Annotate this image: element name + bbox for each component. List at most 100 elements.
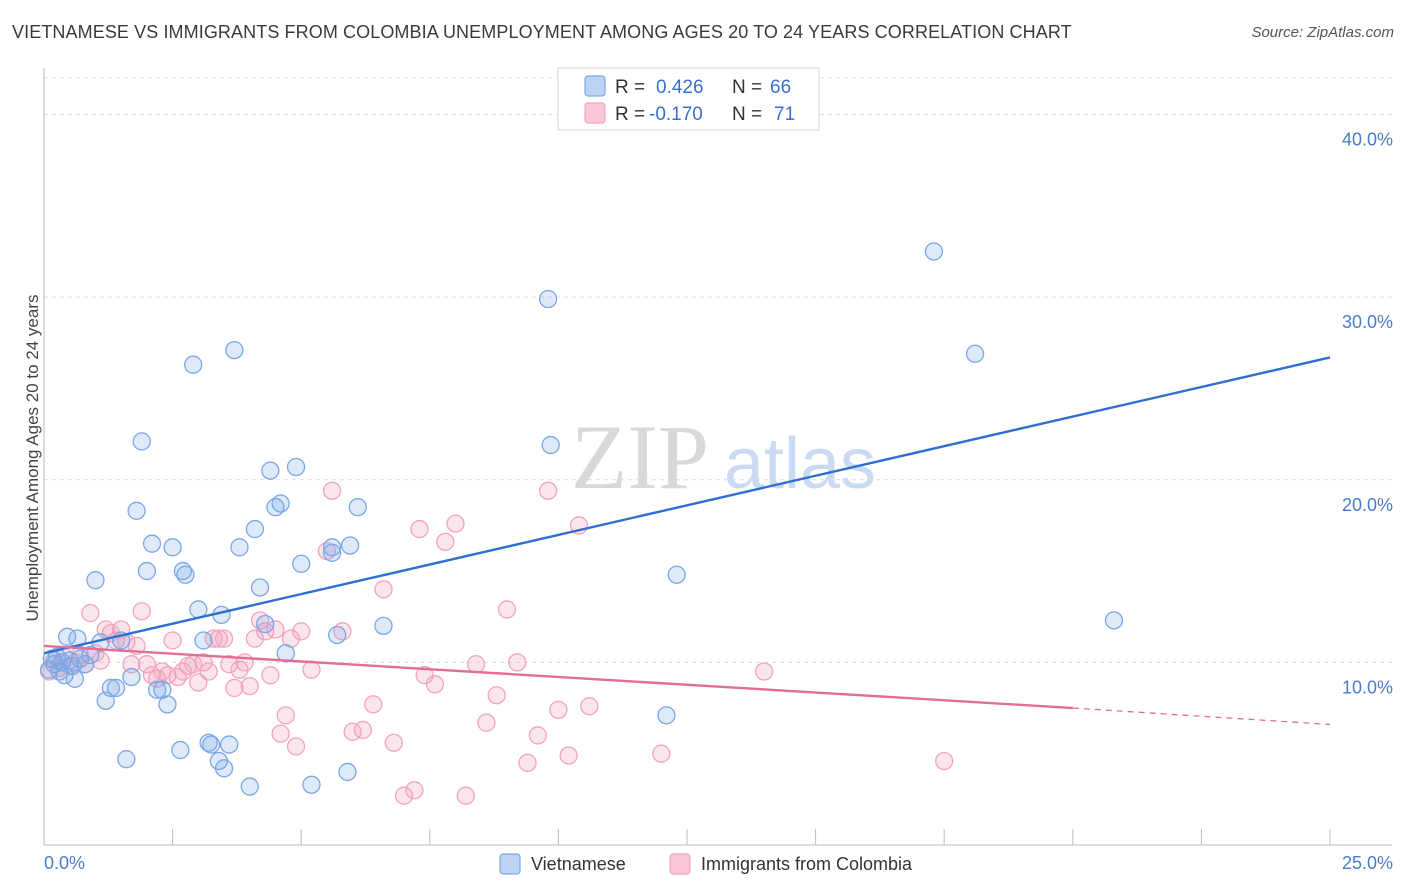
vietnamese-point (338, 762, 357, 782)
colombia-point (163, 631, 182, 650)
vietnamese-point (76, 655, 95, 674)
colombia-point (286, 737, 306, 756)
source-label: Source: ZipAtlas.com (1251, 24, 1394, 41)
y-tick-label: 20.0% (1342, 495, 1393, 515)
colombia-trend-extension (1072, 707, 1331, 726)
colombia-point (292, 622, 311, 641)
colombia-point (209, 629, 229, 648)
vietnamese-point (348, 498, 367, 517)
colombia-point (487, 686, 506, 705)
series-legend: Vietnamese Immigrants from Colombia (499, 853, 913, 875)
colombia-point (935, 751, 954, 771)
legend-swatch-vietnamese (584, 75, 606, 97)
axes: 10.0% 20.0% 30.0% 40.0% (43, 68, 1393, 846)
vietnamese-point (137, 561, 157, 581)
colombia-point (538, 481, 558, 500)
vietnamese-point (122, 667, 141, 687)
watermark-zip: ZIP (571, 406, 709, 508)
vietnamese-point (271, 494, 290, 513)
legend-n-label-1: N = (732, 77, 762, 98)
vietnamese-point (81, 645, 100, 665)
legend-r-value-colombia: -0.170 (649, 104, 703, 125)
colombia-point (266, 620, 285, 639)
colombia-point (580, 697, 599, 716)
legend-n-value-colombia: 71 (774, 104, 795, 125)
colombia-point (528, 726, 547, 745)
vietnamese-point (214, 759, 234, 778)
vietnamese-point (148, 680, 167, 699)
colombia-point (364, 695, 383, 714)
bottom-legend-swatch-colombia (669, 853, 691, 875)
vietnamese-point (340, 536, 360, 555)
vietnamese-point (127, 501, 146, 520)
legend-r-label-1: R = (615, 77, 645, 98)
colombia-point (132, 602, 151, 621)
colombia-point (456, 786, 475, 805)
y-tick-label: 40.0% (1342, 130, 1393, 150)
vietnamese-point (256, 614, 275, 634)
legend-n-value-vietnamese: 66 (770, 77, 791, 98)
colombia-point (410, 519, 429, 539)
vietnamese-point (158, 695, 177, 714)
colombia-point (477, 713, 496, 732)
colombia-point (446, 514, 465, 533)
colombia-point (559, 746, 578, 765)
colombia-point (122, 655, 141, 674)
vietnamese-point (65, 669, 85, 688)
bottom-legend-swatch-vietnamese (499, 853, 521, 875)
colombia-point (199, 662, 218, 681)
stats-legend: R = 0.426 N = 66 R = -0.170 N = 71 (557, 67, 820, 131)
vietnamese-point (171, 740, 190, 760)
colombia-point (353, 720, 373, 740)
colombia-point (652, 744, 671, 763)
colombia-trend-line (43, 644, 1073, 710)
x-tick-label-25: 25.0% (1342, 853, 1393, 873)
legend-r-value-vietnamese: 0.426 (656, 77, 704, 98)
vietnamese-point (1104, 611, 1124, 630)
colombia-point (436, 532, 455, 552)
vietnamese-point (302, 775, 321, 794)
colombia-point (214, 629, 234, 648)
gridlines (44, 77, 1392, 663)
colombia-point (549, 700, 568, 720)
colombia-point (240, 676, 259, 696)
vietnamese-point (176, 565, 195, 584)
vietnamese-point (250, 578, 270, 597)
vietnamese-point (117, 750, 136, 769)
vietnamese-point (657, 706, 676, 725)
vietnamese-point (132, 432, 151, 451)
colombia-point (405, 781, 424, 800)
trend-lines (43, 356, 1331, 726)
bottom-legend-label-vietnamese: Vietnamese (531, 854, 626, 874)
vietnamese-point (70, 649, 90, 668)
colombia-point (245, 629, 265, 648)
vietnamese-point (220, 735, 239, 754)
y-tick-label: 10.0% (1342, 677, 1393, 697)
vietnamese-point (322, 543, 342, 562)
vietnamese-point (194, 631, 213, 650)
colombia-point (81, 603, 100, 623)
vietnamese-point (667, 565, 686, 584)
colombia-point (384, 733, 403, 752)
vietnamese-point (142, 534, 162, 553)
vietnamese-point (261, 461, 280, 480)
vietnamese-point (538, 289, 558, 309)
colombia-point (415, 666, 434, 685)
vietnamese-point (106, 678, 126, 698)
colombia-point (173, 662, 193, 681)
chart-title: VIETNAMESE VS IMMIGRANTS FROM COLOMBIA U… (12, 22, 1072, 42)
colombia-point (755, 662, 774, 681)
vietnamese-point (101, 678, 121, 698)
colombia-point (276, 706, 295, 725)
colombia-point (261, 666, 280, 685)
colombia-point (374, 580, 393, 599)
legend-n-label-2: N = (732, 104, 762, 125)
legend-swatch-colombia (584, 102, 606, 124)
vietnamese-point (924, 242, 944, 261)
colombia-point (322, 481, 342, 500)
y-tick-label: 30.0% (1342, 312, 1393, 332)
vietnamese-point (541, 435, 560, 455)
colombia-point (497, 600, 517, 619)
vietnamese-point (286, 457, 306, 477)
vietnamese-point (374, 616, 393, 636)
